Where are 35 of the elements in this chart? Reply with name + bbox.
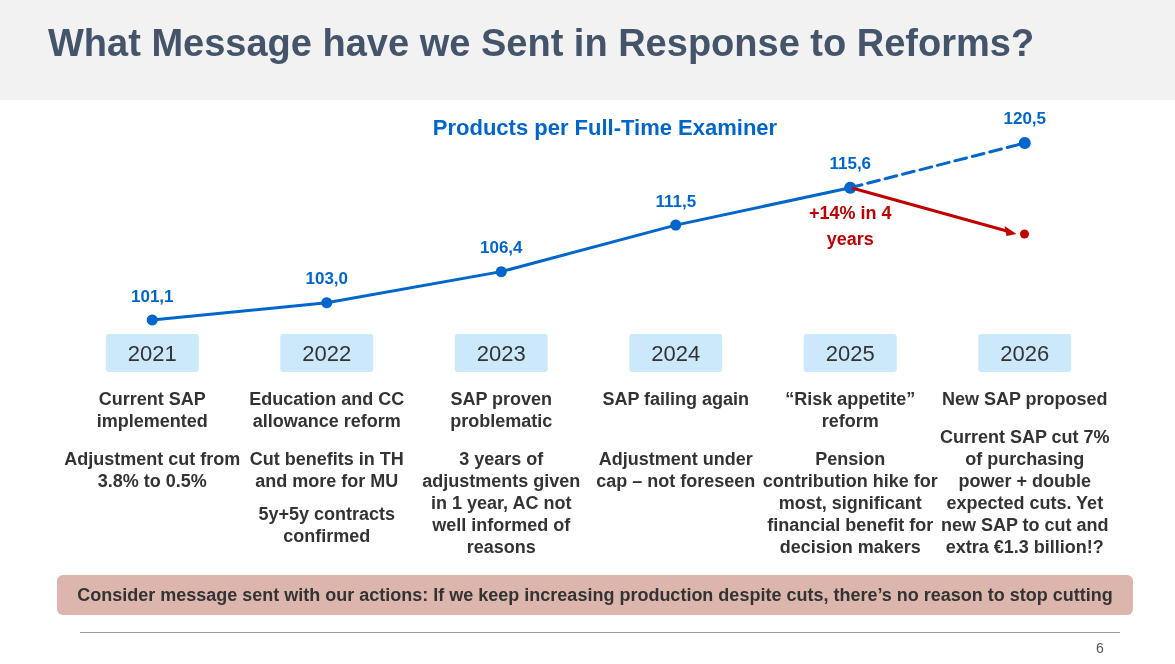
x-tick-label: 2022 xyxy=(302,340,352,366)
chart-title: What Message have we Sent in Response to Reforms? xyxy=(48,22,1035,65)
text: Education and CC allowance reform xyxy=(248,388,406,432)
text: “Risk appetite” reform xyxy=(784,388,917,432)
x-tick-label: 2024 xyxy=(651,340,701,366)
text: Cut benefits in TH and more for MU xyxy=(248,448,405,492)
point xyxy=(321,297,333,309)
text: SAP failing again xyxy=(601,388,751,410)
text: 3 years of adjustments given in 1 year, AC not well informed of reasons xyxy=(421,448,582,558)
text: Current SAP implemented xyxy=(95,388,209,432)
point xyxy=(495,266,507,278)
chart-subtitle: Products per Full-Time Examiner xyxy=(432,115,778,140)
point xyxy=(146,314,158,326)
text: 6 xyxy=(1096,640,1104,656)
data-label: 106,4 xyxy=(479,238,524,258)
data-label: 115,6 xyxy=(829,154,872,174)
annotation: +14% in 4 years xyxy=(807,201,893,251)
point xyxy=(1018,137,1031,149)
text: Adjustment under cap – not foreseen xyxy=(595,448,757,492)
x-tick-label: 2023 xyxy=(476,340,526,366)
x-tick-label: 2026 xyxy=(1000,340,1050,366)
text: 5y+5y contracts confirmed xyxy=(257,503,397,547)
text: Current SAP cut 7% of purchasing power + double expected cuts. Yet new SAP to cut and extra €1.3 billion!? xyxy=(938,426,1111,558)
text: Adjustment cut from 3.8% to 0.5% xyxy=(64,448,241,492)
x-tick-label: 2025 xyxy=(825,340,875,366)
x-tick-label: 2021 xyxy=(127,340,177,366)
data-label: 103,0 xyxy=(305,269,349,289)
text: Consider message sent with our actions: If we keep increasing production despite cuts, there’s no reason to stop cutting xyxy=(57,575,1133,615)
data-label: 101,1 xyxy=(130,286,174,306)
data-label: 120,5 xyxy=(1003,109,1047,128)
text: New SAP proposed xyxy=(940,388,1109,410)
text: Pension contribution hike for most, significant financial benefit for decision makers xyxy=(762,448,939,558)
point xyxy=(670,219,682,231)
data-label: 111,5 xyxy=(655,191,697,211)
text: SAP proven problematic xyxy=(449,388,554,432)
